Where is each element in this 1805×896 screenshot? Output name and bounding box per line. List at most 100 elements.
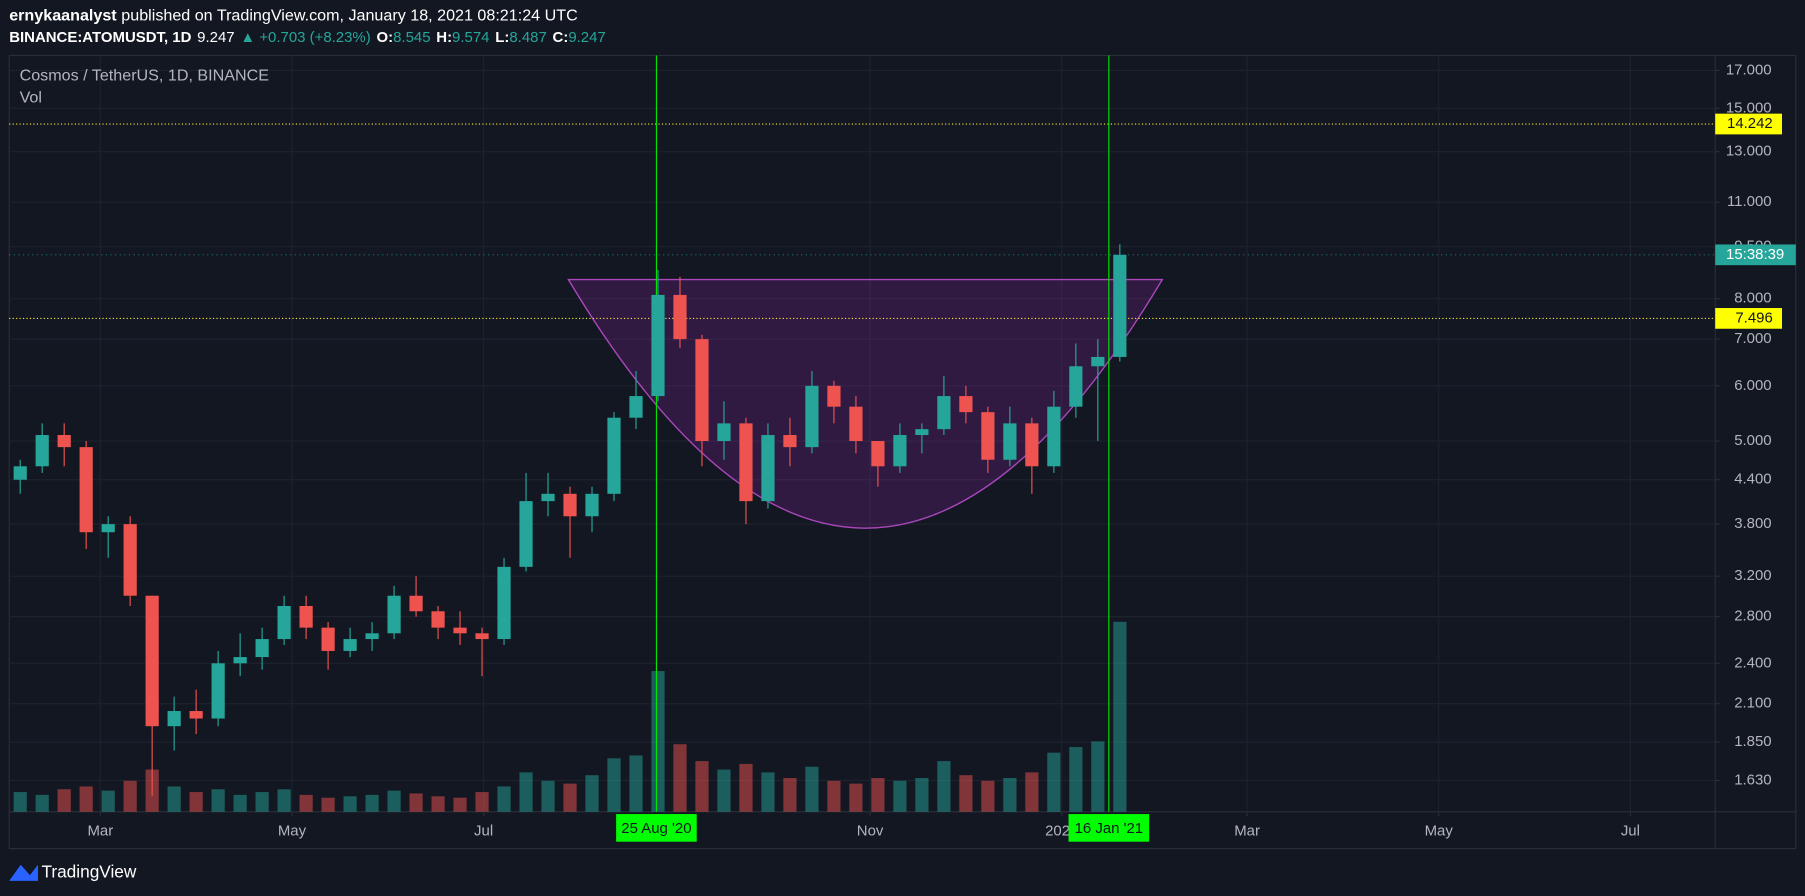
volume-bar	[673, 744, 687, 812]
volume-bar	[277, 789, 291, 812]
symbol: BINANCE:ATOMUSDT, 1D	[9, 29, 191, 46]
candle-body	[453, 627, 467, 634]
candles	[13, 244, 1127, 796]
candle-body	[343, 639, 357, 651]
volume-bar	[255, 792, 269, 812]
volume-bar	[211, 789, 225, 812]
ohlc-label: C:	[553, 29, 569, 46]
y-tick-label: 2.100	[1734, 695, 1771, 712]
drawings	[9, 55, 1716, 812]
candle-body	[827, 385, 841, 407]
volume-bar	[827, 780, 841, 812]
candle-body	[629, 396, 643, 418]
volume-bar	[1025, 772, 1039, 812]
volume-bar	[453, 797, 467, 812]
volume-bar	[365, 794, 379, 812]
volume-bar	[13, 792, 27, 812]
candle-body	[123, 524, 137, 596]
y-tick-label: 13.000	[1726, 143, 1772, 160]
candle-body	[167, 711, 181, 727]
candle-body	[365, 633, 379, 640]
candle-body	[563, 493, 577, 517]
volume-bar	[761, 772, 775, 812]
candle-body	[937, 396, 951, 430]
y-tick-label: 15.000	[1726, 99, 1772, 116]
volume-bar	[585, 775, 599, 812]
candle-body	[651, 294, 665, 397]
volume-bar	[189, 792, 203, 812]
volume	[13, 621, 1127, 812]
y-tick-label: 5.000	[1734, 432, 1771, 449]
candle-body	[717, 423, 731, 442]
candle-body	[13, 466, 27, 480]
volume-bar	[893, 780, 907, 812]
candle-body	[739, 423, 753, 502]
axes: 1.630 1.850 2.100 2.400 2.800 3.200 3.800 4.400…	[87, 61, 1796, 842]
volume-bar	[981, 780, 995, 812]
x-tick-label: Jul	[474, 822, 493, 839]
candle-body	[783, 435, 797, 448]
candle-body	[189, 711, 203, 719]
legend-title: Cosmos / TetherUS, 1D, BINANCE	[20, 66, 270, 84]
level-label: 7.496	[1735, 309, 1772, 326]
candle-body	[1069, 366, 1083, 407]
volume-bar	[937, 761, 951, 812]
y-tick-label: 2.400	[1734, 654, 1771, 671]
volume-bar	[233, 794, 247, 812]
change: ▲ +0.703 (+8.23%)	[240, 29, 370, 46]
candle-body	[607, 417, 621, 494]
x-tick-label: Nov	[857, 822, 884, 839]
event-tag	[1068, 814, 1150, 842]
candle-body	[57, 435, 71, 448]
volume-bar	[739, 763, 753, 812]
y-tick-label: 7.000	[1734, 330, 1771, 347]
candle-body	[79, 447, 93, 533]
volume-bar	[79, 786, 93, 812]
ohlc-label: L:	[495, 29, 509, 46]
volume-bar	[497, 786, 511, 812]
logo: TradingView	[9, 861, 137, 881]
candle-body	[101, 524, 115, 533]
candle-body	[497, 566, 511, 640]
ohlc-value: 8.487	[509, 29, 546, 46]
event-label: 25 Aug '20	[621, 820, 691, 837]
candle-body	[673, 294, 687, 340]
ohlc: O:8.545 H:9.574 L:8.487 C:9.247	[376, 29, 605, 46]
volume-bar	[607, 758, 621, 812]
candle-body	[1003, 423, 1017, 460]
brand: TradingView	[41, 861, 136, 881]
volume-bar	[651, 671, 665, 812]
chart-frame	[8, 54, 1797, 850]
countdown-label: 15:38:39	[1726, 246, 1784, 263]
candle-body	[145, 595, 159, 727]
y-tick-label: 1.630	[1734, 771, 1771, 788]
cup-pattern	[567, 278, 1164, 529]
candle-body	[893, 435, 907, 467]
y-tick-label: 4.400	[1734, 471, 1771, 488]
logo-icon	[9, 864, 38, 881]
candle-body	[387, 595, 401, 634]
y-tick-label: 6.000	[1734, 377, 1771, 394]
grid	[9, 55, 1716, 812]
volume-bar	[299, 794, 313, 812]
volume-bar	[431, 796, 445, 812]
volume-bar	[717, 769, 731, 812]
volume-bar	[101, 790, 115, 812]
volume-bar	[541, 780, 555, 812]
x-tick-label: May	[1425, 822, 1454, 839]
volume-bar	[167, 786, 181, 812]
candle-body	[871, 441, 885, 467]
candle-body	[475, 633, 489, 640]
published: published on TradingView.com, January 18…	[121, 7, 578, 25]
volume-bar	[1047, 752, 1061, 812]
candle-body	[805, 385, 819, 448]
level-tag	[1715, 113, 1782, 135]
volume-bar	[783, 777, 797, 812]
event-label: 16 Jan '21	[1075, 820, 1144, 837]
author: ernykaanalyst	[9, 7, 117, 25]
ohlc-label: O:	[376, 29, 393, 46]
candle-body	[35, 435, 49, 467]
candle-body	[849, 406, 863, 442]
